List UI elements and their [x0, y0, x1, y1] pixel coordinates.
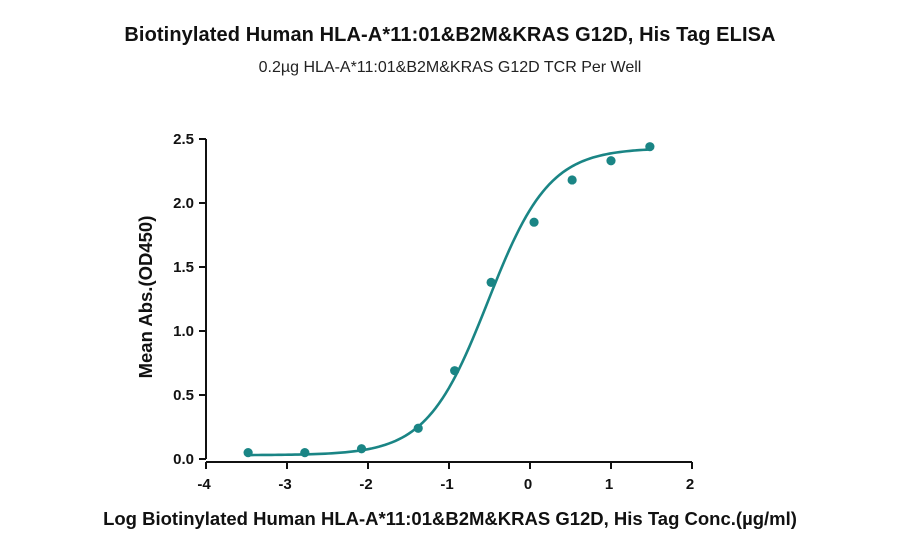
y-tick-label: 2.0 — [173, 195, 194, 212]
chart-subtitle: 0.2µg HLA-A*11:01&B2M&KRAS G12D TCR Per … — [258, 59, 642, 76]
y-tick-label: 1.0 — [173, 323, 194, 340]
fit-curve — [248, 148, 650, 457]
data-point — [606, 156, 616, 166]
x-tick-label: -2 — [359, 476, 372, 493]
y-tick-label: 2.5 — [173, 131, 194, 148]
x-tick-label: 2 — [686, 476, 694, 493]
data-points — [243, 142, 655, 458]
data-point — [567, 175, 577, 185]
data-point — [243, 448, 253, 458]
y-tick-label: 0.5 — [173, 387, 194, 404]
x-tick-label: 1 — [605, 476, 613, 493]
y-axis-label: Mean Abs.(OD450) — [135, 215, 156, 379]
y-tick-label: 1.5 — [173, 259, 194, 276]
x-tick-label: -3 — [278, 476, 291, 493]
chart-title: Biotinylated Human HLA-A*11:01&B2M&KRAS … — [124, 24, 776, 46]
data-point — [450, 366, 460, 376]
axes: 0.0 0.5 1.0 1.5 2.0 2.5 -4 -3 -2 -1 0 1 2 — [173, 131, 694, 493]
data-point — [413, 423, 423, 433]
data-point — [486, 277, 496, 287]
data-point — [645, 142, 655, 152]
x-tick-label: -4 — [197, 476, 211, 493]
data-point — [356, 444, 367, 454]
fit-curve-group — [248, 148, 650, 457]
data-point — [529, 217, 539, 227]
x-tick-label: 0 — [524, 476, 532, 493]
data-point — [300, 448, 310, 458]
x-tick-label: -1 — [440, 476, 453, 493]
y-tick-label: 0.0 — [173, 451, 194, 468]
x-axis-label: Log Biotinylated Human HLA-A*11:01&B2M&K… — [103, 508, 797, 529]
